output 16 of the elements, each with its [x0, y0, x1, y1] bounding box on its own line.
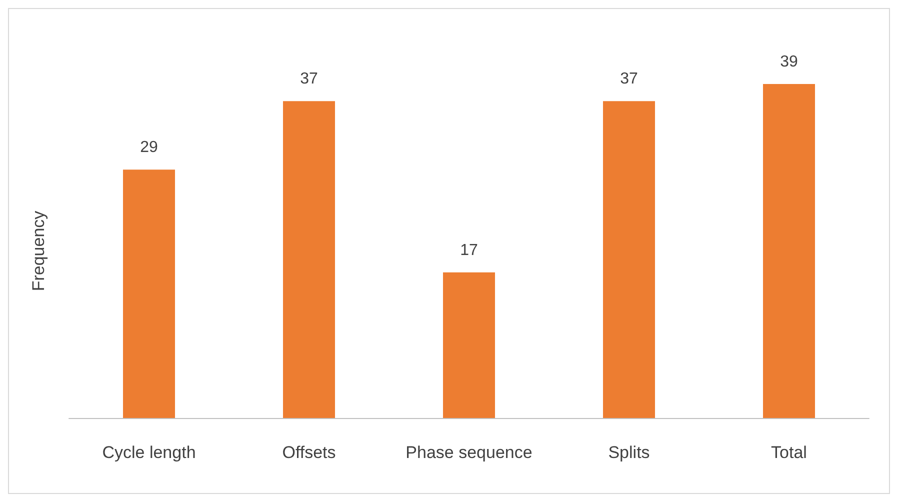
data-label: 37 — [620, 70, 638, 88]
x-tick-label: Cycle length — [102, 443, 196, 462]
bar — [443, 272, 495, 418]
bar — [603, 101, 655, 418]
x-tick-label: Phase sequence — [406, 443, 532, 462]
y-axis-title: Frequency — [29, 210, 48, 292]
bar — [763, 84, 815, 418]
data-label: 39 — [780, 54, 798, 70]
data-label: 37 — [300, 70, 318, 88]
bar — [123, 170, 175, 418]
x-tick-label: Offsets — [282, 443, 336, 462]
bar — [283, 101, 335, 418]
data-label: 17 — [460, 242, 478, 259]
data-label: 29 — [140, 139, 158, 156]
x-tick-label: Splits — [608, 443, 650, 462]
x-tick-label: Total — [771, 443, 807, 462]
